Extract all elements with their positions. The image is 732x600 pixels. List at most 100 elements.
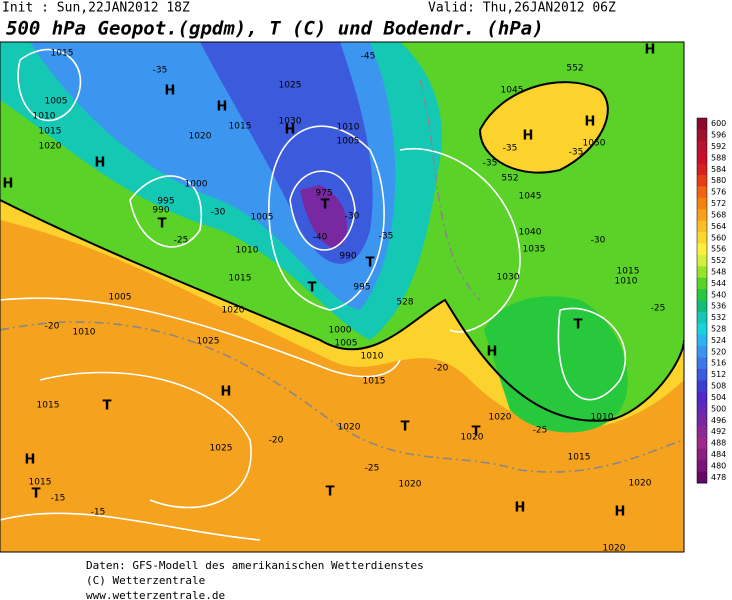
contour-label: 1045 — [501, 86, 524, 96]
contour-label: 1005 — [45, 97, 68, 107]
contour-label: 1025 — [279, 81, 302, 91]
contour-label: 1025 — [210, 444, 233, 454]
contour-label: 1010 — [615, 277, 638, 287]
contour-label: 1020 — [489, 413, 512, 423]
contour-label: 1010 — [236, 246, 259, 256]
contour-label: 552 — [566, 64, 583, 74]
legend-swatch — [697, 175, 707, 187]
contour-label: 1010 — [591, 413, 614, 423]
contour-label: -20 — [45, 322, 60, 332]
contour-label: -25 — [651, 304, 666, 314]
contour-label: 1020 — [222, 306, 245, 316]
legend-swatch — [697, 197, 707, 210]
contour-label: -35 — [503, 144, 518, 154]
legend-swatch — [697, 346, 707, 359]
pressure-center: H — [585, 115, 596, 130]
pressure-center: T — [574, 318, 583, 333]
contour-label: 552 — [501, 174, 518, 184]
contour-label: 1020 — [338, 423, 361, 433]
legend-tick-label: 600 — [711, 119, 726, 128]
contour-label: 1005 — [109, 293, 132, 303]
legend-swatch — [697, 140, 707, 153]
contour-label: 1010 — [337, 123, 360, 133]
contour-label: 1000 — [329, 326, 352, 336]
contour-label: -15 — [91, 508, 106, 518]
legend-tick-label: 516 — [711, 359, 726, 368]
contour-label: -20 — [269, 436, 284, 446]
contour-label: 1025 — [197, 337, 220, 347]
pressure-center: T — [321, 198, 330, 213]
legend-swatch — [697, 380, 707, 393]
contour-label: 1030 — [497, 273, 520, 283]
contour-label: 995 — [353, 283, 370, 293]
legend-swatch — [697, 391, 707, 404]
contour-label: 1015 — [37, 401, 60, 411]
contour-label: 995 — [157, 197, 174, 207]
contour-label: 1015 — [568, 453, 591, 463]
legend-tick-label: 564 — [711, 222, 726, 231]
legend-swatch — [697, 152, 707, 165]
legend-swatch — [697, 266, 707, 279]
legend-swatch — [697, 209, 707, 222]
legend-tick-label: 568 — [711, 210, 726, 219]
legend-tick-label: 504 — [711, 393, 726, 402]
contour-label: 1020 — [603, 544, 626, 554]
legend-tick-label: 484 — [711, 450, 726, 459]
pressure-center: T — [326, 485, 335, 500]
legend-frame — [696, 117, 708, 484]
pressure-center: T — [308, 281, 317, 296]
legend-swatch — [697, 254, 707, 267]
contour-label: -20 — [434, 364, 449, 374]
contour-label: -35 — [379, 232, 394, 242]
contour-label: 1015 — [51, 49, 74, 59]
legend-tick-label: 480 — [711, 461, 726, 470]
legend-tick-label: 592 — [711, 142, 726, 151]
legend-swatch — [697, 334, 707, 347]
legend-tick-label: 548 — [711, 267, 726, 276]
legend-swatch — [697, 300, 707, 313]
legend-swatch — [697, 403, 707, 416]
contour-label: -30 — [591, 236, 606, 246]
legend-tick-label: 520 — [711, 347, 726, 356]
legend-swatch — [697, 277, 707, 290]
legend-swatch — [697, 471, 707, 484]
contour-label: -35 — [569, 148, 584, 158]
contour-label: 1020 — [461, 433, 484, 443]
footer-url: www.wetterzentrale.de — [86, 589, 225, 600]
contour-label: 1035 — [523, 245, 546, 255]
pressure-center: H — [487, 345, 498, 360]
pressure-center: H — [515, 501, 526, 516]
legend-tick-label: 508 — [711, 382, 726, 391]
legend-tick-label: 524 — [711, 336, 726, 345]
contour-label: -25 — [174, 236, 189, 246]
contour-label: -35 — [153, 66, 168, 76]
legend-tick-label: 556 — [711, 245, 726, 254]
contour-label: 1000 — [185, 180, 208, 190]
legend-swatch — [697, 448, 707, 461]
contour-label: -45 — [361, 52, 376, 62]
legend-swatch — [697, 129, 707, 142]
contour-label: 1045 — [519, 192, 542, 202]
legend-tick-label: 572 — [711, 199, 726, 208]
pressure-center: H — [221, 385, 232, 400]
contour-label: 1010 — [33, 112, 56, 122]
legend-swatch — [697, 414, 707, 427]
legend-swatch — [697, 460, 707, 473]
contour-label: 1020 — [629, 479, 652, 489]
pressure-center: H — [25, 453, 36, 468]
contour-label: 1005 — [335, 339, 358, 349]
contour-label: 1010 — [73, 328, 96, 338]
legend-tick-label: 478 — [711, 473, 726, 482]
color-legend: 600 596 592 588 584 580 576 572 568 564 560 556 552 5… — [696, 117, 726, 484]
pressure-center: H — [615, 505, 626, 520]
legend-tick-label: 496 — [711, 416, 726, 425]
legend-tick-label: 580 — [711, 176, 726, 185]
pressure-center: H — [285, 123, 296, 138]
legend-tick-label: 536 — [711, 302, 726, 311]
legend-swatch — [697, 311, 707, 324]
map-area — [0, 41, 685, 553]
legend-tick-label: 540 — [711, 290, 726, 299]
pressure-center: T — [472, 425, 481, 440]
